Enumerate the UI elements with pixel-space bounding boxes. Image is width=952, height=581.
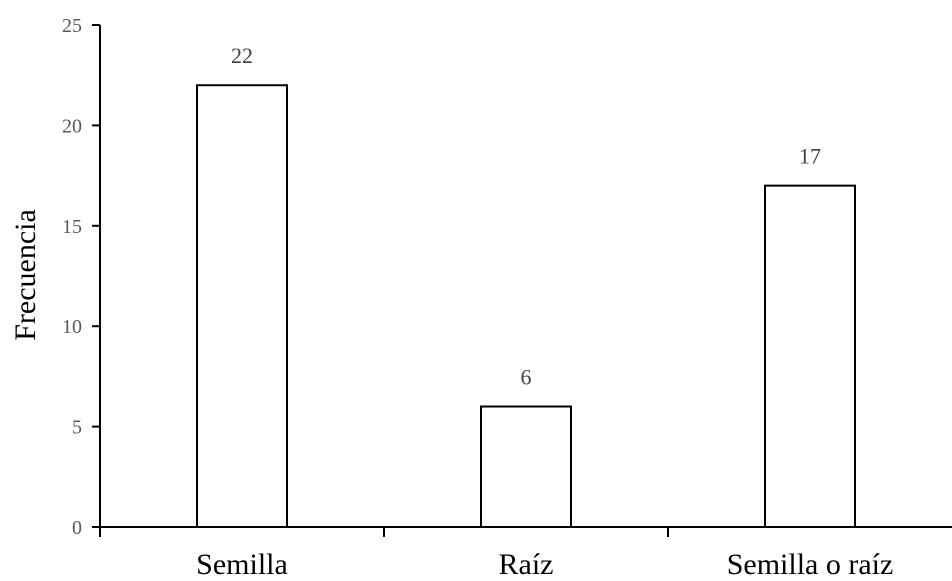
data-label: 6 xyxy=(521,365,532,390)
data-label: 22 xyxy=(231,43,253,68)
y-tick-label: 5 xyxy=(72,417,82,439)
bar xyxy=(764,184,856,528)
bars xyxy=(196,84,856,529)
x-category-label: Semilla o raíz xyxy=(727,548,894,581)
x-axis: Semilla Raíz Semilla o raíz xyxy=(99,526,952,581)
y-tick-label: 10 xyxy=(62,316,82,338)
data-labels: 22 6 17 xyxy=(231,43,821,389)
bar xyxy=(480,405,572,528)
y-axis: 0 5 10 15 20 25 xyxy=(62,15,101,539)
y-tick-label: 15 xyxy=(62,216,82,238)
y-axis-title: Frecuencia xyxy=(9,209,42,341)
x-category-label: Semilla xyxy=(196,548,288,581)
data-label: 17 xyxy=(799,144,821,169)
bar xyxy=(196,84,288,529)
y-tick-label: 20 xyxy=(62,115,82,137)
x-category-label: Raíz xyxy=(499,548,554,581)
y-tick-label: 0 xyxy=(72,517,82,539)
y-tick-label: 25 xyxy=(62,15,82,37)
